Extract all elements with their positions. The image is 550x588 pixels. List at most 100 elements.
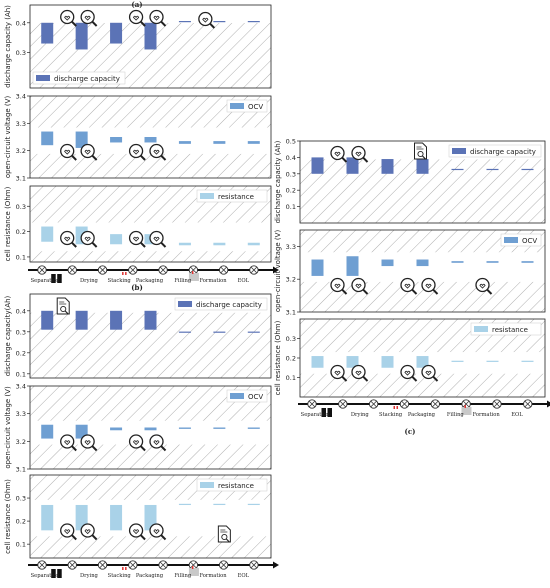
stage-label-formation: Formation	[199, 573, 227, 579]
crossed-circle-icon	[97, 265, 108, 275]
bar-packaging	[144, 504, 157, 531]
crossed-circle-icon	[523, 399, 533, 409]
bar-drying	[75, 504, 88, 531]
crossed-circle-icon	[218, 265, 229, 275]
legend-swatch	[452, 148, 466, 154]
crossed-circle-icon	[37, 560, 47, 570]
crossed-circle-icon	[461, 399, 471, 409]
panel-b: 0.1 0.2 0.3 0.4 discharge capacity(Ah) discha…	[4, 283, 279, 579]
bar-formation	[213, 141, 226, 144]
crossed-circle-icon	[67, 265, 77, 275]
y-tick-label: 3.2	[16, 147, 26, 155]
bar-filling	[178, 427, 191, 429]
stage-label-stacking: Stacking	[108, 573, 132, 579]
stage-label-separation: Separation	[31, 278, 60, 284]
bar-eol	[521, 261, 534, 263]
y-tick-label: 0.2	[16, 518, 26, 526]
hatched-region	[30, 251, 271, 262]
y-tick-label: 0.2	[286, 187, 296, 195]
legend-label: discharge capacity	[54, 75, 120, 83]
stage-label-eol: EOL	[238, 278, 250, 284]
document-magnifier-icon	[217, 525, 231, 543]
legend-swatch	[230, 103, 244, 109]
document-magnifier-icon	[56, 297, 70, 315]
hatched-region	[300, 230, 545, 253]
bar-formation	[486, 261, 499, 263]
bar-separation	[41, 504, 54, 531]
bar-filling	[178, 21, 191, 23]
legend-label: OCV	[248, 393, 263, 401]
crossed-circle-icon	[368, 399, 379, 409]
bar-filling	[451, 360, 464, 362]
bar-formation	[213, 21, 226, 23]
subplot-ocv: 3.1 3.2 3.3 3.4 open-circuit voltage (V) OCV	[4, 93, 272, 183]
legend: discharge capacity	[32, 71, 126, 85]
panel-c: 0.1 0.2 0.3 0.4 0.5 discharge capacity (Ah) di…	[274, 138, 550, 436]
crossed-circle-icon	[158, 560, 168, 570]
y-tick-label: 0.1	[16, 370, 26, 378]
panel-label: (a)	[131, 0, 142, 9]
y-tick-label: 0.3	[16, 203, 26, 211]
legend-swatch	[36, 75, 50, 81]
process-axis: Separation Drying Stacking Packaging Filling…	[28, 560, 279, 579]
y-tick-label: 0.1	[286, 203, 296, 211]
crossed-circle-icon	[37, 265, 47, 275]
legend-swatch	[178, 301, 192, 307]
legend-box	[448, 144, 542, 158]
y-tick-label: 3.1	[16, 466, 26, 474]
bar-drying	[75, 310, 88, 330]
stage-label-packaging: Packaging	[136, 573, 164, 579]
bar-formation	[213, 242, 226, 246]
process-axis: Separation Drying Stacking Packaging Filling…	[298, 399, 550, 418]
stage-label-separation: Separation	[31, 573, 60, 579]
bar-packaging	[416, 159, 429, 174]
bar-eol	[247, 21, 260, 23]
legend: OCV	[500, 233, 542, 247]
y-tick-label: 0.2	[16, 228, 26, 236]
subplot-capacity: 0.3 0.4 discharge capacity (Ah) discharge c…	[4, 4, 272, 89]
y-tick-label: 0.1	[16, 541, 26, 549]
panel-label: (c)	[405, 427, 416, 436]
legend-swatch	[474, 326, 488, 332]
y-tick-label: 0.3	[16, 49, 26, 57]
filling-machine-icon	[461, 407, 472, 415]
y-tick-label: 0.2	[286, 355, 296, 363]
stacking-pins-icon	[122, 272, 124, 275]
stage-label-stacking: Stacking	[379, 412, 403, 418]
y-axis-label: open-circuit voltage (V)	[274, 230, 282, 313]
y-axis-label: discharge capacity(Ah)	[4, 295, 12, 376]
bar-drying	[346, 256, 359, 276]
document-magnifier-icon	[413, 142, 428, 160]
battery-cell-icon	[51, 274, 56, 283]
bar-stacking	[110, 137, 123, 143]
bar-packaging	[144, 310, 157, 330]
subplot-capacity: 0.1 0.2 0.3 0.4 discharge capacity(Ah) discha…	[4, 293, 272, 379]
plot-frame	[29, 185, 272, 263]
crossed-circle-icon	[158, 265, 168, 275]
subplot-capacity: 0.1 0.2 0.3 0.4 0.5 discharge capacity (Ah) di…	[274, 138, 546, 223]
crossed-circle-icon	[249, 265, 259, 275]
bar-filling	[451, 261, 464, 263]
legend-label: discharge capacity	[196, 301, 262, 309]
stage-label-stacking: Stacking	[108, 278, 132, 284]
bar-filling	[178, 242, 191, 246]
legend: OCV	[226, 389, 268, 403]
y-tick-label: 0.3	[286, 335, 296, 343]
plot-frame	[29, 474, 272, 559]
panel-label: (b)	[131, 283, 143, 292]
bar-stacking	[110, 504, 123, 531]
y-tick-label: 3.2	[286, 276, 296, 284]
bar-formation	[213, 331, 226, 333]
stage-label-separation: Separation	[301, 412, 330, 418]
hatched-region	[300, 373, 545, 397]
filling-machine-icon	[188, 273, 199, 281]
magnifier-icon	[59, 230, 78, 248]
y-tick-label: 0.2	[16, 349, 26, 357]
y-tick-label: 0.5	[286, 138, 296, 146]
legend: resistance	[196, 478, 268, 492]
crossed-circle-icon	[67, 560, 77, 570]
bar-packaging	[416, 259, 429, 267]
panel-a: 0.3 0.4 discharge capacity (Ah) discharge c…	[4, 0, 279, 284]
stage-label-eol: EOL	[511, 412, 523, 418]
bar-eol	[521, 360, 534, 362]
